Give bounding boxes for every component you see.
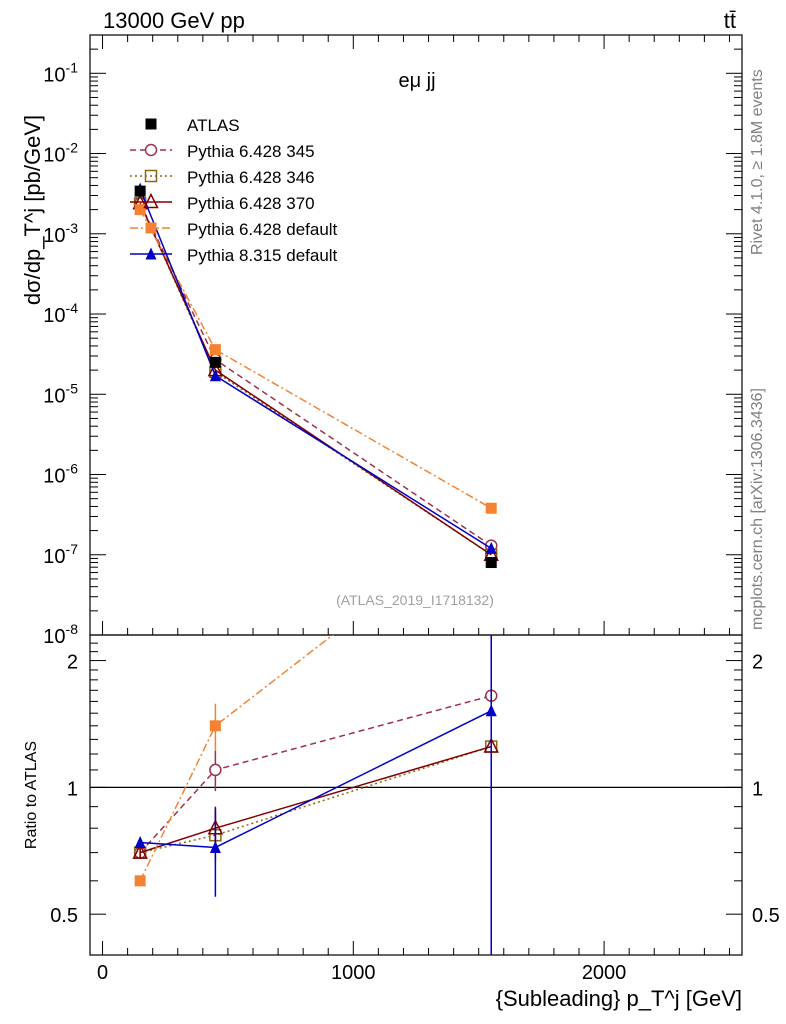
ratio-line-2 (139, 745, 492, 854)
ratio-tick-label: 2 (67, 652, 78, 674)
y-tick-label: 10-5 (43, 380, 78, 407)
legend-marker-3 (145, 222, 157, 234)
series-point-3 (485, 502, 497, 514)
chart-title: eμ jj (398, 70, 435, 92)
legend-label-reference: ATLAS (187, 116, 240, 135)
legend-entry-3: Pythia 6.428 default (130, 220, 338, 239)
reference-point (485, 557, 497, 569)
legend-marker-1 (144, 169, 158, 183)
x-tick-label: 1000 (331, 962, 376, 984)
legend-label-1: Pythia 6.428 346 (187, 168, 315, 187)
series-line-3 (139, 209, 492, 509)
y-tick-label: 10-6 (43, 461, 78, 488)
ratio-plot-area (132, 635, 499, 955)
ratio-point-3 (209, 720, 221, 732)
series-point-3 (134, 204, 146, 216)
ratio-point-3 (134, 875, 146, 887)
legend-label-2: Pythia 6.428 370 (187, 194, 315, 213)
y-tick-label: 10-8 (43, 621, 78, 648)
ratio-point-0 (209, 763, 222, 777)
ratio-line-4 (140, 710, 492, 849)
legend-label-3: Pythia 6.428 default (187, 220, 338, 239)
ratio-tick-label: 0.5 (50, 905, 78, 927)
process-label: tt̄ (724, 8, 736, 33)
ratio-tick-label-right: 1 (752, 778, 763, 800)
legend-entry-4: Pythia 8.315 default (130, 246, 338, 265)
x-tick-label: 0 (97, 962, 108, 984)
legend-marker-4 (145, 247, 157, 260)
y-tick-label: 10-7 (43, 541, 78, 568)
legend-entry-1: Pythia 6.428 346 (130, 168, 315, 187)
legend-label-0: Pythia 6.428 345 (187, 142, 315, 161)
y-axis-title-text: dσ/dp_T^j [pb/GeV] (20, 115, 45, 305)
ratio-panel-frame (89, 634, 743, 956)
ratio-point-4 (209, 840, 221, 853)
ratio-point-4 (134, 835, 146, 848)
axis-ticks: 0 1000 2000 10-8 10-7 10-6 10-5 10-4 10-3 10-2 10-… (43, 35, 780, 984)
series-point-3 (209, 344, 221, 356)
ratio-point-4 (485, 704, 497, 717)
legend: ATLAS Pythia 6.428 345 Pythia 6.428 346 Pyt… (130, 116, 338, 265)
y-tick-label: 10-4 (43, 300, 78, 327)
legend-entry-reference: ATLAS (145, 116, 240, 135)
mcplots-label: mcplots.cern.ch [arXiv:1306.3436] (749, 388, 766, 630)
ratio-line-3 (139, 635, 334, 882)
ratio-tick-label-right: 0.5 (752, 905, 780, 927)
legend-label-4: Pythia 8.315 default (187, 246, 338, 265)
y-tick-label: 10-1 (43, 59, 78, 86)
reference-point (134, 185, 146, 197)
legend-marker-reference (145, 118, 157, 130)
main-plot-area (132, 182, 499, 569)
y-tick-label: 10-2 (43, 140, 78, 167)
ratio-y-axis-title: Ratio to ATLAS (23, 741, 40, 849)
reference-point (209, 356, 221, 368)
ratio-line-1 (139, 745, 492, 854)
ratio-tick-label-right: 2 (752, 652, 763, 674)
ratio-point-2 (132, 843, 148, 859)
analysis-id-label: (ATLAS_2019_I1718132) (336, 592, 494, 608)
y-axis-title: dσ/dp_T^j [pb/GeV] (20, 115, 45, 305)
x-tick-label: 2000 (582, 962, 627, 984)
legend-marker-2 (143, 192, 159, 209)
x-axis-title: {Subleading} p_T^j [GeV] (496, 986, 742, 1011)
ratio-y-axis-title-text: Ratio to ATLAS (23, 741, 40, 849)
series-line-4 (139, 188, 492, 550)
energy-label: 13000 GeV pp (103, 8, 245, 33)
series-point-4 (485, 541, 497, 554)
ratio-line-0 (139, 695, 492, 854)
legend-marker-0 (144, 143, 158, 157)
legend-entry-0: Pythia 6.428 345 (130, 142, 315, 161)
y-tick-label: 10-3 (43, 220, 78, 247)
rivet-version-label: Rivet 4.1.0, ≥ 1.8M events (749, 69, 766, 255)
series-point-4 (209, 369, 221, 382)
legend-entry-2: Pythia 6.428 370 (130, 192, 315, 213)
ratio-tick-label: 1 (67, 778, 78, 800)
